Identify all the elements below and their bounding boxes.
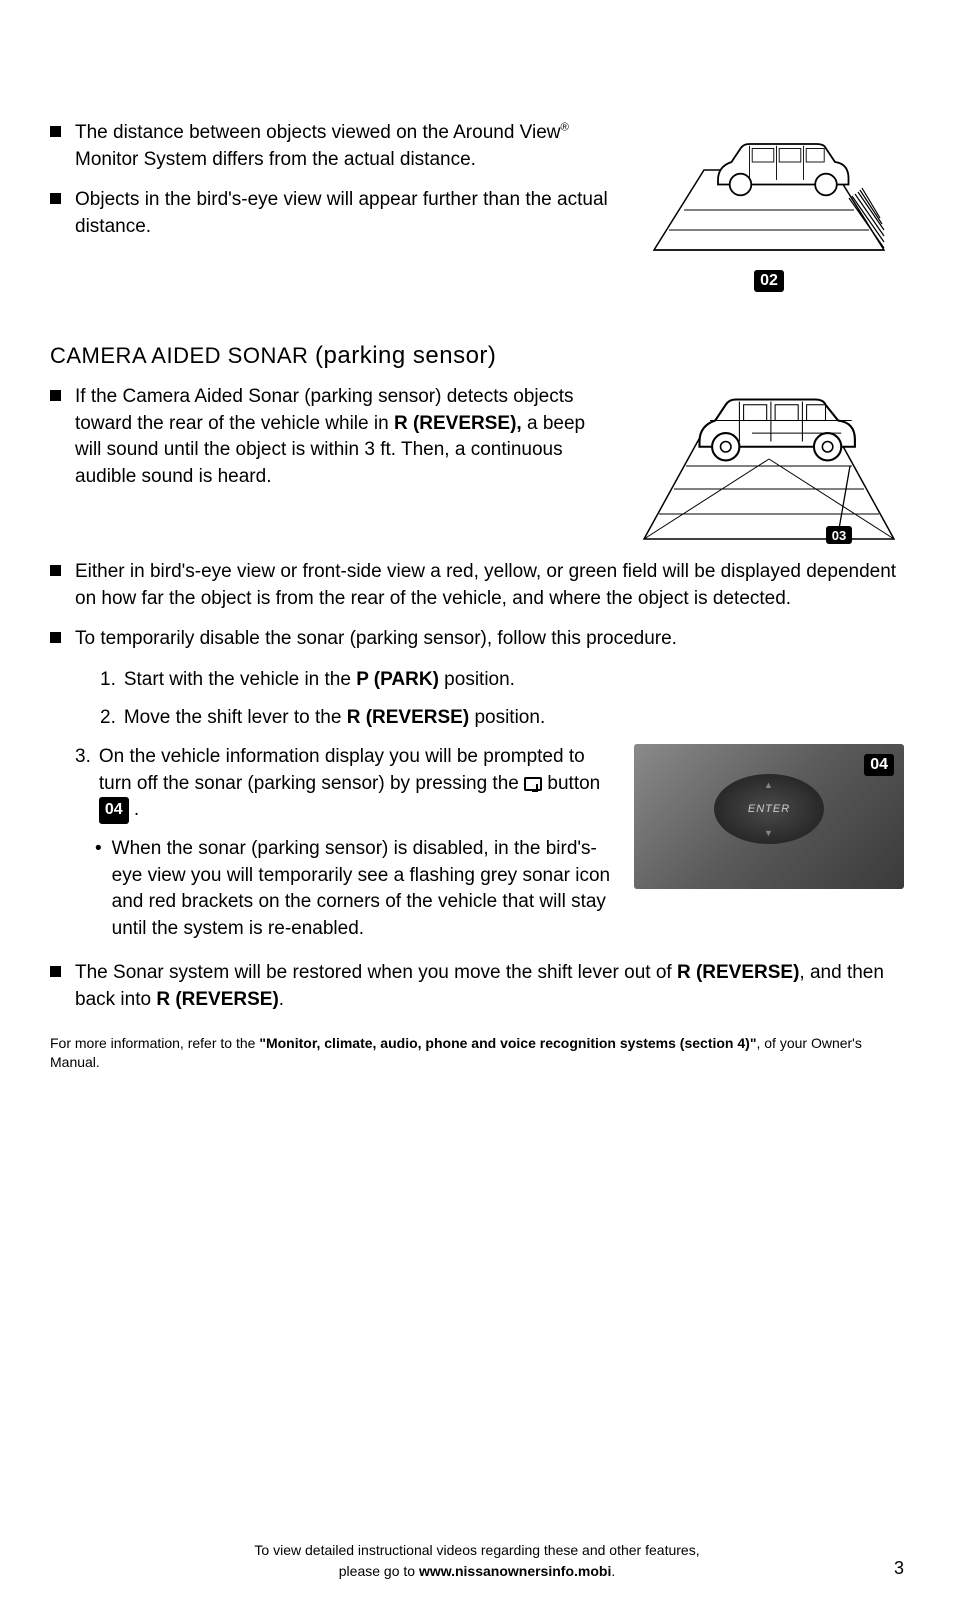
diagram-label-02: 02: [634, 270, 904, 292]
list-number: 1.: [100, 667, 116, 694]
square-bullet-icon: [50, 966, 61, 977]
bullet-text: The distance between objects viewed on t…: [75, 120, 614, 173]
bullet-item: To temporarily disable the sonar (parkin…: [50, 626, 904, 653]
sub-bullet-text: When the sonar (parking sensor) is disab…: [112, 836, 614, 942]
bullet-item: If the Camera Aided Sonar (parking senso…: [50, 384, 614, 490]
footer-line2: please go to www.nissanownersinfo.mobi.: [50, 1561, 904, 1582]
list-item: 1. Start with the vehicle in the P (PARK…: [100, 667, 904, 694]
badge-04: 04: [864, 754, 894, 776]
page-content: The distance between objects viewed on t…: [50, 120, 904, 1073]
bullet-text: Objects in the bird's-eye view will appe…: [75, 187, 614, 240]
list-text: Move the shift lever to the R (REVERSE) …: [124, 705, 545, 732]
square-bullet-icon: [50, 632, 61, 643]
bullet-item: Either in bird's-eye view or front-side …: [50, 559, 904, 612]
diagram-03-container: 03: [634, 384, 904, 559]
sonar-section: If the Camera Aided Sonar (parking senso…: [50, 384, 904, 559]
ordered-list: 1. Start with the vehicle in the P (PARK…: [75, 667, 904, 953]
bullet-item: The distance between objects viewed on t…: [50, 120, 614, 173]
bullet-text: The Sonar system will be restored when y…: [75, 960, 904, 1013]
square-bullet-icon: [50, 193, 61, 204]
registered-symbol: ®: [561, 122, 569, 134]
bullet-item: Objects in the bird's-eye view will appe…: [50, 187, 614, 240]
heading-paren: (parking sensor): [315, 342, 496, 369]
bullet-text: To temporarily disable the sonar (parkin…: [75, 626, 904, 653]
enter-button-graphic: ENTER: [714, 774, 824, 844]
badge-04-inline: 04: [99, 797, 129, 823]
bullet-item: The Sonar system will be restored when y…: [50, 960, 904, 1013]
list-number: 2.: [100, 705, 116, 732]
step3-with-photo: 3. On the vehicle information display yo…: [75, 744, 904, 952]
bullet-text: If the Camera Aided Sonar (parking senso…: [75, 384, 614, 490]
photo-container: 04 ENTER: [634, 744, 904, 889]
heading-upper: CAMERA AIDED SONAR: [50, 343, 308, 368]
section-heading: CAMERA AIDED SONAR (parking sensor): [50, 342, 904, 370]
list-number: 3.: [75, 744, 91, 824]
step3-text: 3. On the vehicle information display yo…: [75, 744, 614, 952]
enter-button-photo: 04 ENTER: [634, 744, 904, 889]
square-bullet-icon: [50, 126, 61, 137]
diagram-02: [634, 120, 904, 260]
text: Monitor System differs from the actual d…: [75, 149, 476, 170]
page-number: 3: [894, 1555, 904, 1582]
page-footer: To view detailed instructional videos re…: [50, 1540, 904, 1582]
footer-line1: To view detailed instructional videos re…: [50, 1540, 904, 1561]
list-text: On the vehicle information display you w…: [99, 744, 614, 824]
top-text-column: The distance between objects viewed on t…: [50, 120, 614, 322]
display-button-icon: [524, 777, 542, 791]
square-bullet-icon: [50, 565, 61, 576]
svg-text:03: 03: [832, 528, 846, 543]
top-section: The distance between objects viewed on t…: [50, 120, 904, 322]
enter-label: ENTER: [748, 803, 790, 815]
badge-02: 02: [754, 270, 784, 292]
diagram-03: 03: [634, 384, 904, 549]
top-image-column: 02: [634, 120, 904, 322]
sonar-text: If the Camera Aided Sonar (parking senso…: [50, 384, 614, 504]
bullet-text: Either in bird's-eye view or front-side …: [75, 559, 904, 612]
bold-text: R (REVERSE),: [394, 413, 522, 434]
text: The distance between objects viewed on t…: [75, 122, 561, 143]
list-item: 2. Move the shift lever to the R (REVERS…: [100, 705, 904, 732]
square-bullet-icon: [50, 390, 61, 401]
list-text: Start with the vehicle in the P (PARK) p…: [124, 667, 515, 694]
dot-bullet-icon: •: [95, 836, 102, 942]
list-item: 3. On the vehicle information display yo…: [75, 744, 614, 824]
sub-bullet: • When the sonar (parking sensor) is dis…: [95, 836, 614, 942]
footnote: For more information, refer to the "Moni…: [50, 1034, 904, 1073]
